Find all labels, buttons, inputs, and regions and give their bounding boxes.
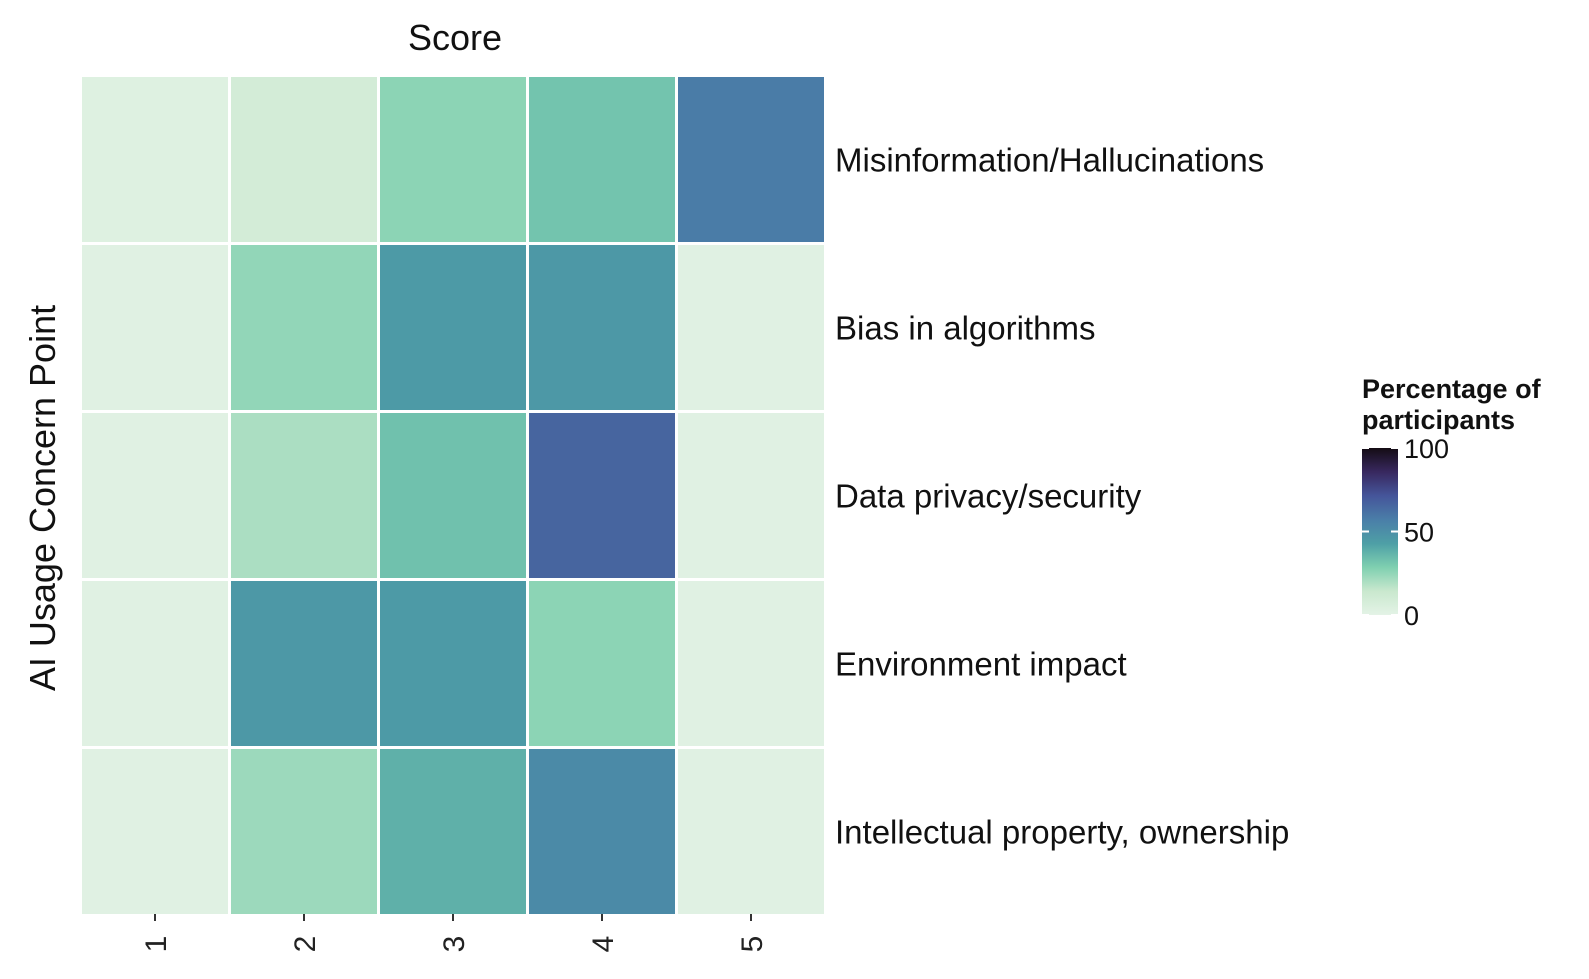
legend-tick-label-100: 100 xyxy=(1404,434,1449,464)
heatmap-cell-r5-c1 xyxy=(82,749,228,914)
chart-title: Score xyxy=(408,17,502,58)
heatmap-cell-r5-c3 xyxy=(380,749,526,914)
heatmap-cell-r1-c3 xyxy=(380,77,526,242)
row-label-4: Environment impact xyxy=(835,646,1127,683)
x-axis-ticks: 1 2 3 4 5 xyxy=(140,914,769,952)
heatmap-cell-r1-c1 xyxy=(82,77,228,242)
heatmap-cells xyxy=(82,77,824,914)
heatmap-cell-r4-c3 xyxy=(380,581,526,746)
heatmap-cell-r5-c4 xyxy=(529,749,675,914)
legend-title-line-2: participants xyxy=(1362,405,1515,435)
row-labels: Misinformation/Hallucinations Bias in alg… xyxy=(835,142,1289,851)
heatmap-cell-r2-c3 xyxy=(380,245,526,410)
legend-title-line-1: Percentage of xyxy=(1362,374,1542,404)
heatmap-cell-r4-c4 xyxy=(529,581,675,746)
heatmap-cell-r5-c2 xyxy=(231,749,377,914)
heatmap-cell-r3-c5 xyxy=(678,413,824,578)
heatmap-cell-r1-c5 xyxy=(678,77,824,242)
row-label-3: Data privacy/security xyxy=(835,478,1142,515)
legend-tick-label-0: 0 xyxy=(1404,601,1419,631)
heatmap-cell-r2-c5 xyxy=(678,245,824,410)
heatmap-cell-r4-c5 xyxy=(678,581,824,746)
x-tick-label-5: 5 xyxy=(736,936,769,953)
row-label-2: Bias in algorithms xyxy=(835,310,1095,347)
x-tick-label-1: 1 xyxy=(140,936,173,953)
x-tick-label-3: 3 xyxy=(438,936,471,953)
row-label-1: Misinformation/Hallucinations xyxy=(835,142,1264,179)
row-label-5: Intellectual property, ownership xyxy=(835,814,1289,851)
heatmap-cell-r3-c3 xyxy=(380,413,526,578)
heatmap-cell-r1-c2 xyxy=(231,77,377,242)
heatmap-cell-r2-c4 xyxy=(529,245,675,410)
legend-ticks: 0 50 100 xyxy=(1362,434,1449,631)
heatmap-cell-r3-c2 xyxy=(231,413,377,578)
heatmap-cell-r5-c5 xyxy=(678,749,824,914)
x-tick-label-2: 2 xyxy=(289,936,322,953)
heatmap-cell-r4-c2 xyxy=(231,581,377,746)
heatmap-cell-r2-c1 xyxy=(82,245,228,410)
heatmap-cell-r1-c4 xyxy=(529,77,675,242)
y-axis-label: AI Usage Concern Point xyxy=(22,305,63,691)
heatmap-cell-r3-c4 xyxy=(529,413,675,578)
legend-tick-label-50: 50 xyxy=(1404,518,1434,548)
heatmap-cell-r3-c1 xyxy=(82,413,228,578)
heatmap-cell-r4-c1 xyxy=(82,581,228,746)
color-legend: Percentage of participants 0 50 100 xyxy=(1362,374,1542,631)
x-tick-label-4: 4 xyxy=(587,936,620,953)
heatmap-cell-r2-c2 xyxy=(231,245,377,410)
